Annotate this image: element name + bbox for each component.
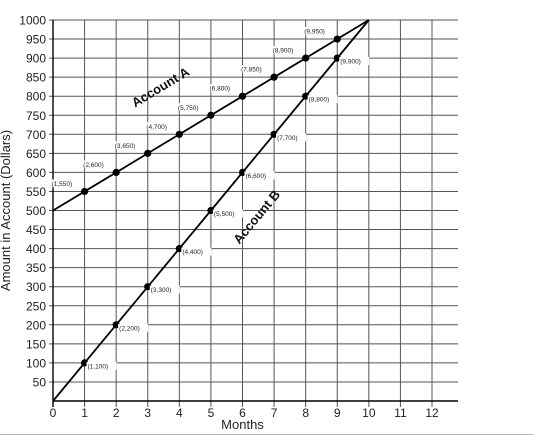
bottom-divider — [0, 434, 533, 435]
data-label-bg-account-b-8 — [307, 95, 338, 104]
y-tick-label-150: 150 — [26, 337, 46, 351]
x-axis-title: Months — [221, 417, 264, 432]
y-tick-label-100: 100 — [26, 356, 46, 370]
data-label-account-a-8: (8,900) — [273, 48, 294, 55]
data-point-account-b-4 — [175, 245, 183, 253]
data-point-account-b-5 — [207, 206, 215, 215]
x-tick-label-2: 2 — [113, 406, 120, 420]
x-tick-label-9: 9 — [334, 406, 341, 420]
data-label-bg-account-b-1 — [86, 361, 117, 370]
data-label-bg-account-b-3 — [149, 285, 180, 294]
data-label-account-b-6: (6,600) — [246, 173, 267, 180]
x-tick-label-11: 11 — [394, 406, 407, 420]
y-axis-title: Amount in Account (Dollars) — [0, 130, 13, 291]
x-tick-label-7: 7 — [271, 406, 278, 420]
data-label-bg-account-a-6 — [208, 84, 239, 93]
data-point-account-b-8 — [302, 92, 310, 100]
data-point-account-a-5 — [207, 111, 215, 119]
y-tick-label-850: 850 — [26, 71, 46, 85]
data-label-account-b-2: (2,200) — [119, 325, 140, 332]
y-tick-label-650: 650 — [26, 147, 46, 161]
data-point-account-b-3 — [144, 283, 152, 291]
series-label-account-a: Account A — [129, 64, 193, 110]
y-tick-label-950: 950 — [26, 33, 46, 47]
y-tick-label-900: 900 — [26, 52, 46, 66]
data-label-bg-account-a-2 — [82, 160, 113, 169]
data-point-account-b-7 — [270, 130, 278, 138]
data-point-account-a-2 — [112, 168, 120, 176]
y-tick-label-450: 450 — [26, 223, 46, 237]
data-label-bg-account-a-5 — [176, 103, 207, 112]
data-label-bg-account-a-7 — [240, 65, 271, 74]
data-label-account-a-7: (7,850) — [241, 67, 262, 74]
data-label-bg-account-a-1 — [50, 179, 81, 188]
y-tick-label-750: 750 — [26, 109, 46, 123]
y-tick-label-50: 50 — [33, 375, 47, 389]
data-label-account-a-5: (5,750) — [178, 105, 199, 112]
data-label-bg-account-b-7 — [276, 133, 307, 142]
data-label-account-a-2: (2,600) — [83, 162, 104, 169]
data-point-account-b-2 — [112, 321, 120, 329]
data-label-bg-account-b-9 — [339, 57, 370, 66]
y-axis-ticks: 50 100 150 200 250 300 350 400 450 500 550 600 650 70… — [19, 14, 46, 390]
y-tick-label-400: 400 — [26, 242, 46, 256]
data-point-account-b-6 — [238, 168, 247, 176]
data-label-bg-account-a-9 — [303, 27, 334, 36]
data-label-account-a-3: (3,650) — [115, 143, 136, 150]
data-points — [80, 35, 341, 367]
data-label-bg-account-a-8 — [271, 46, 302, 55]
x-tick-label-8: 8 — [302, 406, 309, 420]
y-tick-label-550: 550 — [26, 185, 46, 199]
data-labels: (1,550) (2,600) (3,650) (4,700) (5,750) (6,80… — [50, 27, 370, 370]
data-label-bg-account-b-4 — [181, 247, 212, 256]
data-point-account-b-1 — [80, 359, 89, 367]
y-tick-label-700: 700 — [26, 128, 46, 142]
x-tick-label-10: 10 — [362, 406, 376, 420]
data-label-account-b-4: (4,400) — [182, 249, 203, 256]
y-tick-label-1000: 1000 — [19, 14, 46, 28]
data-point-account-a-7 — [270, 73, 278, 81]
x-tick-label-6: 6 — [239, 406, 246, 420]
y-tick-label-800: 800 — [26, 90, 46, 104]
data-point-account-a-8 — [302, 54, 310, 62]
data-label-account-b-9: (9,900) — [340, 59, 361, 66]
data-point-account-a-3 — [144, 149, 152, 157]
data-label-bg-account-a-3 — [113, 141, 144, 150]
y-tick-label-600: 600 — [26, 166, 46, 180]
y-tick-label-200: 200 — [26, 318, 46, 332]
data-point-account-a-9 — [333, 35, 341, 43]
data-label-account-b-5: (5,500) — [214, 211, 235, 218]
x-axis-ticks: 0 1 2 3 4 5 6 7 8 9 10 11 12 — [50, 406, 439, 420]
data-label-account-a-4: (4,700) — [146, 124, 167, 131]
data-label-account-b-1: (1,100) — [88, 363, 109, 370]
data-label-bg-account-b-6 — [244, 171, 275, 180]
data-point-account-a-6 — [238, 92, 247, 100]
data-label-account-a-1: (1,550) — [52, 181, 73, 188]
data-label-bg-account-a-4 — [145, 122, 176, 131]
y-tick-label-300: 300 — [26, 280, 46, 294]
data-label-account-b-3: (3,300) — [151, 287, 172, 294]
x-tick-label-1: 1 — [81, 406, 88, 420]
data-label-account-b-7: (7,700) — [277, 135, 298, 142]
x-tick-label-5: 5 — [208, 406, 215, 420]
x-tick-label-4: 4 — [176, 406, 183, 420]
data-label-account-b-8: (8,800) — [309, 97, 330, 104]
data-point-account-b-9 — [333, 54, 341, 62]
y-tick-label-500: 500 — [26, 204, 46, 218]
y-tick-label-350: 350 — [26, 261, 46, 275]
data-point-account-a-4 — [175, 130, 183, 138]
data-point-account-a-1 — [80, 187, 89, 196]
data-label-bg-account-b-5 — [212, 209, 243, 218]
x-tick-label-12: 12 — [425, 406, 439, 420]
x-tick-label-0: 0 — [50, 406, 57, 420]
data-label-account-a-6: (6,800) — [210, 86, 231, 93]
y-tick-label-250: 250 — [26, 299, 46, 313]
data-label-bg-account-b-2 — [118, 323, 149, 332]
x-tick-label-3: 3 — [144, 406, 151, 420]
data-label-account-a-9: (9,950) — [304, 29, 325, 36]
